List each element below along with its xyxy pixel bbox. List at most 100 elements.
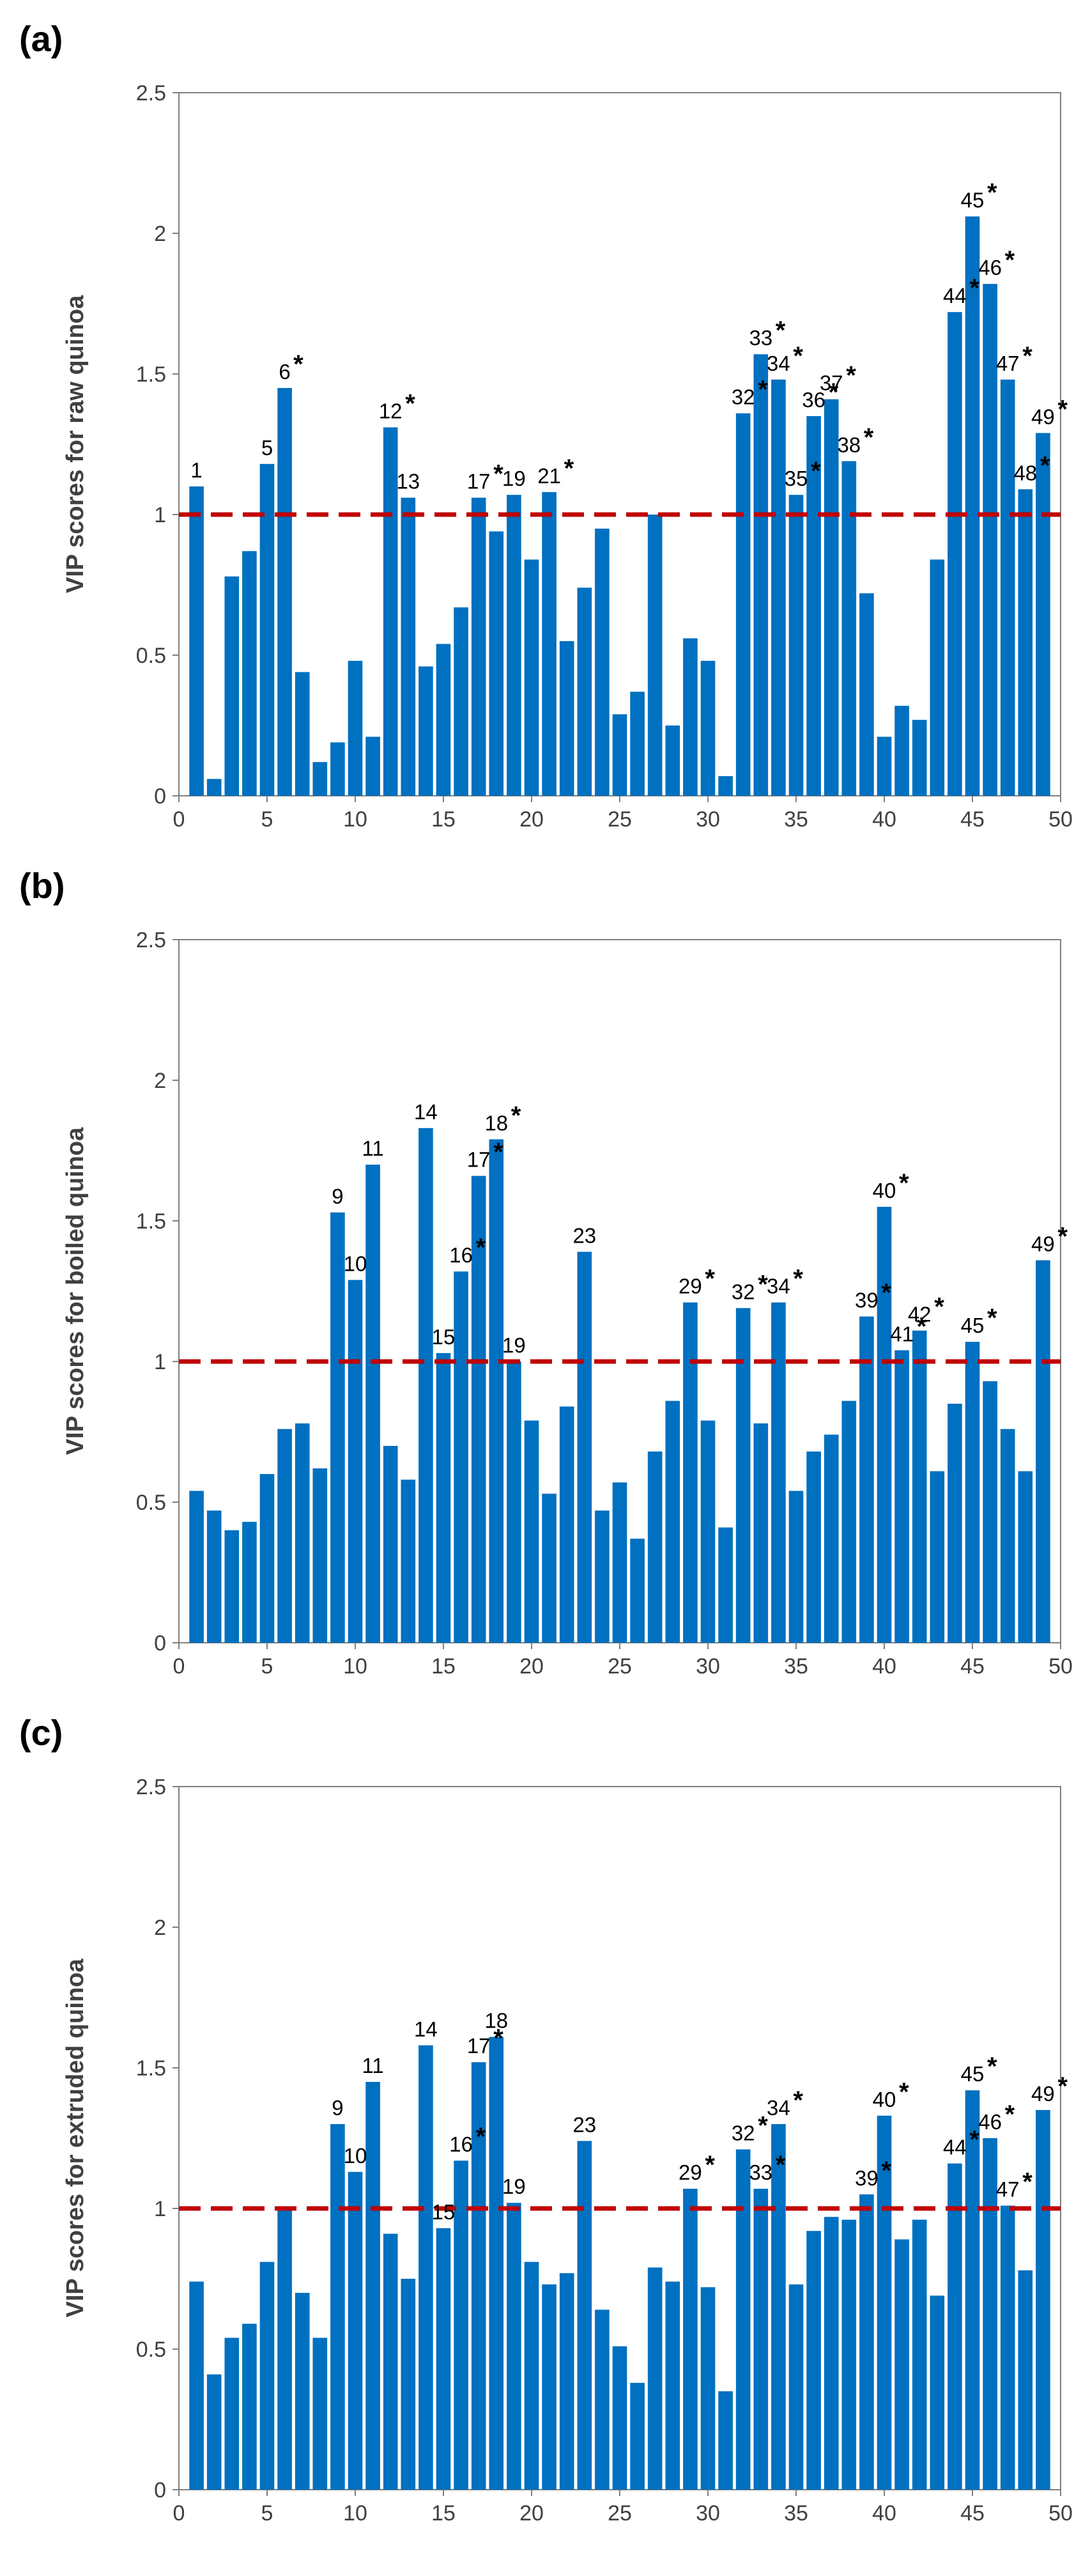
bar — [771, 379, 786, 796]
significance-star: * — [987, 179, 997, 207]
data-label: 46 — [978, 2110, 1002, 2134]
significance-star: * — [493, 1138, 503, 1167]
x-tick-label: 20 — [519, 2501, 544, 2526]
chart-panel-a: (a) 00.511.522.505101520253035404550Vari… — [0, 0, 1090, 844]
bar — [788, 1491, 804, 1643]
bar — [930, 1471, 945, 1643]
significance-star: * — [846, 362, 856, 390]
bar — [948, 1404, 962, 1643]
bar — [683, 1302, 698, 1643]
chart-panel-c: (c) 0 0.5 1 1.5 2 2.5 0 5 10 15 20 25 30 35 40 45 50 Vari… — [0, 1694, 1090, 2538]
bar — [1018, 489, 1033, 796]
significance-star: * — [511, 1101, 521, 1129]
significance-star: * — [881, 2157, 891, 2185]
y-axis-label: VIP scores for raw quinoa — [62, 295, 89, 593]
bar — [824, 1434, 839, 1643]
bar — [983, 2138, 997, 2490]
data-label: 40 — [873, 1179, 896, 1202]
data-label: 46 — [978, 256, 1002, 279]
x-tick-label: 5 — [261, 2501, 273, 2526]
bar — [330, 742, 345, 796]
bar — [753, 2189, 769, 2490]
panel-label: (c) — [19, 1712, 63, 1753]
data-label: 21 — [537, 464, 561, 488]
x-tick-label: 35 — [784, 1654, 808, 1679]
x-tick-label: 15 — [431, 807, 456, 832]
data-label: 34 — [767, 1275, 790, 1298]
data-label: 18 — [484, 2009, 508, 2033]
y-tick-label: 2 — [154, 1069, 166, 1093]
bar — [401, 1479, 416, 1643]
bar — [595, 2309, 610, 2490]
x-tick-label: 15 — [431, 2501, 456, 2526]
x-axis-label: Variable — [573, 842, 666, 844]
x-tick-label: 10 — [343, 807, 367, 832]
x-tick-label: 10 — [343, 2501, 367, 2526]
data-label: 29 — [679, 2161, 702, 2184]
chart-panel-b: (b) 0 0.5 1 1.5 2 2.5 0 5 10 15 20 25 30 35 40 45 50 Vari… — [0, 847, 1090, 1691]
bar — [612, 2346, 627, 2490]
bar — [912, 1330, 927, 1643]
bar — [312, 762, 328, 796]
data-label: 33 — [749, 326, 772, 350]
y-tick-label: 2.5 — [136, 81, 166, 105]
y-tick-label: 0 — [154, 784, 166, 809]
bar — [259, 2262, 275, 2490]
bar — [612, 714, 627, 796]
x-tick-label: 50 — [1048, 807, 1073, 832]
y-tick-label: 1 — [154, 1350, 166, 1374]
bar — [577, 587, 592, 796]
bar — [771, 2124, 786, 2490]
bar — [559, 1406, 574, 1643]
bar — [365, 1165, 380, 1643]
data-label: 16 — [449, 1243, 473, 1267]
bar — [894, 2239, 909, 2490]
data-label: 38 — [837, 433, 861, 456]
x-tick-label: 20 — [519, 807, 544, 832]
bar — [577, 1252, 592, 1643]
bar — [771, 1302, 786, 1643]
x-tick-label: 20 — [519, 1654, 544, 1679]
significance-star: * — [758, 376, 768, 404]
x-tick-label: 50 — [1048, 1654, 1073, 1679]
bar — [859, 2194, 874, 2490]
bar — [471, 2062, 486, 2490]
bar — [277, 1429, 292, 1643]
bar — [1018, 1471, 1033, 1643]
bar — [912, 2219, 927, 2490]
bar — [665, 1401, 680, 1643]
bar — [718, 1527, 733, 1643]
y-tick-label: 1.5 — [136, 1209, 166, 1234]
bar — [859, 593, 874, 796]
x-tick-label: 10 — [343, 1654, 367, 1679]
bar — [507, 2203, 521, 2490]
y-tick-label: 1.5 — [136, 362, 166, 387]
bar — [259, 463, 275, 796]
x-tick-label: 0 — [173, 2501, 185, 2526]
data-label: 17 — [467, 1148, 491, 1172]
bar — [753, 1423, 769, 1643]
bar — [471, 1175, 486, 1643]
bar — [683, 2189, 698, 2490]
data-label: 34 — [767, 352, 790, 375]
data-label: 48 — [1013, 461, 1037, 485]
bar — [912, 720, 927, 796]
bar — [595, 1510, 610, 1643]
data-label: 23 — [572, 1223, 596, 1247]
bar — [365, 736, 380, 796]
data-label: 44 — [943, 284, 967, 307]
x-tick-label: 25 — [608, 807, 632, 832]
bar — [577, 2141, 592, 2490]
bar — [630, 1539, 645, 1643]
bar — [259, 1474, 275, 1643]
data-label: 35 — [785, 467, 808, 490]
bar — [1036, 1260, 1050, 1643]
bar — [224, 1530, 240, 1643]
data-label: 15 — [432, 2200, 456, 2224]
data-label: 12 — [379, 400, 403, 423]
bar — [295, 1423, 310, 1643]
x-tick-label: 45 — [960, 1654, 985, 1679]
data-label: 11 — [362, 2054, 383, 2077]
bar — [877, 1207, 892, 1643]
bar — [383, 427, 398, 796]
